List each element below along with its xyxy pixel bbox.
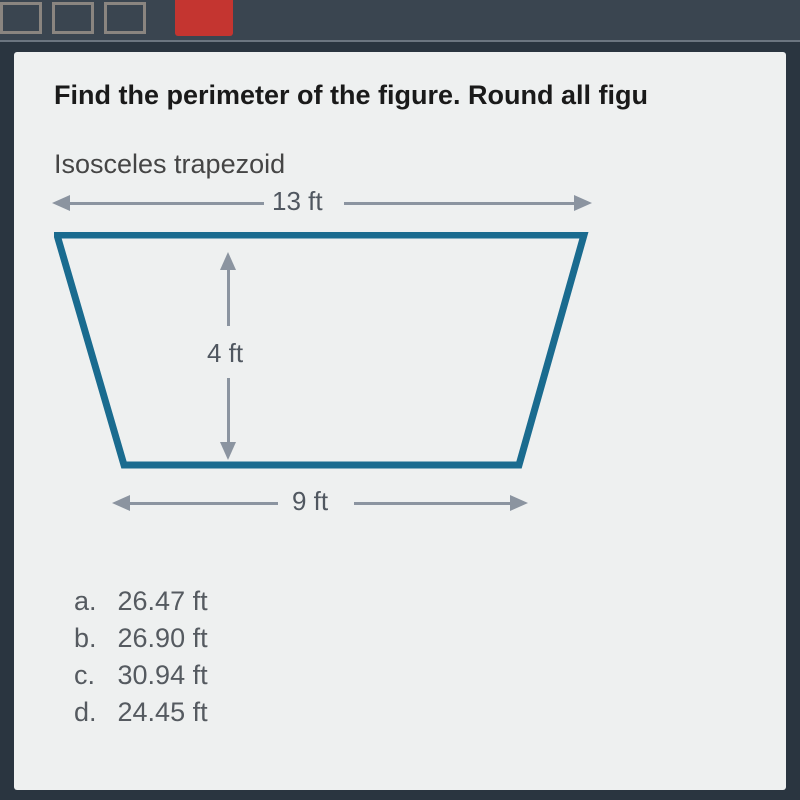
dim-line bbox=[66, 202, 264, 205]
bottom-dim-label: 9 ft bbox=[292, 486, 328, 517]
question-text: Find the perimeter of the figure. Round … bbox=[54, 80, 766, 111]
dim-line bbox=[126, 502, 278, 505]
dim-line bbox=[227, 378, 230, 444]
trapezoid-diagram: 13 ft 4 ft 9 ft bbox=[54, 188, 614, 558]
trapezoid-shape bbox=[54, 232, 594, 482]
arrow-right-icon bbox=[574, 195, 592, 211]
option-d[interactable]: d. 24.45 ft bbox=[74, 697, 766, 728]
option-letter: b. bbox=[74, 623, 110, 654]
height-dimension: 4 ft bbox=[199, 248, 259, 458]
dim-line bbox=[227, 266, 230, 326]
shape-label: Isosceles trapezoid bbox=[54, 149, 766, 180]
toolbar-box-2[interactable] bbox=[52, 2, 94, 34]
option-text: 26.47 ft bbox=[118, 586, 208, 616]
height-dim-label: 4 ft bbox=[207, 338, 243, 369]
option-letter: a. bbox=[74, 586, 110, 617]
top-dim-label: 13 ft bbox=[272, 186, 323, 217]
option-a[interactable]: a. 26.47 ft bbox=[74, 586, 766, 617]
content-panel: Find the perimeter of the figure. Round … bbox=[14, 52, 786, 790]
option-text: 24.45 ft bbox=[118, 697, 208, 727]
arrow-right-icon bbox=[510, 495, 528, 511]
dim-line bbox=[344, 202, 576, 205]
option-letter: c. bbox=[74, 660, 110, 691]
arrow-down-icon bbox=[220, 442, 236, 460]
dim-line bbox=[354, 502, 512, 505]
option-b[interactable]: b. 26.90 ft bbox=[74, 623, 766, 654]
top-dimension: 13 ft bbox=[54, 188, 589, 218]
option-text: 26.90 ft bbox=[118, 623, 208, 653]
top-toolbar bbox=[0, 0, 800, 42]
option-letter: d. bbox=[74, 697, 110, 728]
toolbar-red-button[interactable] bbox=[175, 0, 233, 36]
answer-options: a. 26.47 ft b. 26.90 ft c. 30.94 ft d. 2… bbox=[74, 586, 766, 728]
toolbar-box-3[interactable] bbox=[104, 2, 146, 34]
bottom-dimension: 9 ft bbox=[114, 488, 534, 518]
option-c[interactable]: c. 30.94 ft bbox=[74, 660, 766, 691]
option-text: 30.94 ft bbox=[118, 660, 208, 690]
toolbar-box-1[interactable] bbox=[0, 2, 42, 34]
